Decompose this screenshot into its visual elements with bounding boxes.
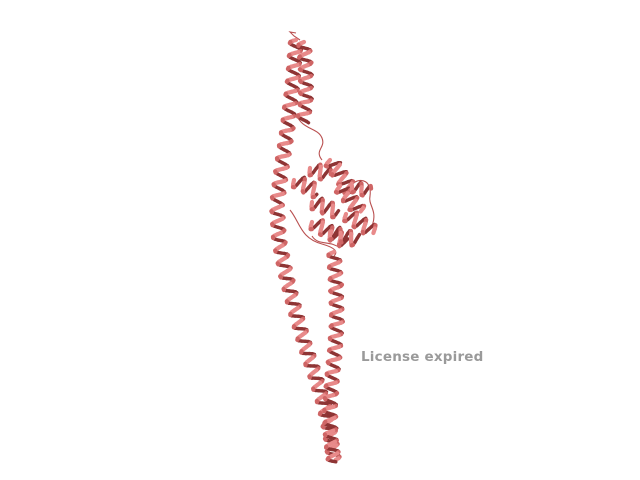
- helix-long-left-segment: [285, 65, 291, 72]
- helix-long-right-segment: [322, 419, 328, 425]
- license-expired-watermark: License expired: [361, 349, 484, 365]
- helix-globule-5-segment: [358, 206, 366, 214]
- helix-globule-5-segment: [333, 189, 340, 195]
- loop-top: [288, 31, 301, 41]
- helix-upper-right-segment: [297, 78, 303, 85]
- helix-long-left-segment: [333, 456, 341, 462]
- helix-long-right-segment: [328, 323, 334, 329]
- helix-long-right-segment: [322, 396, 328, 402]
- helix-globule-8-segment: [351, 224, 357, 230]
- helix-long-left-segment: [324, 449, 330, 455]
- helix-long-left-segment: [322, 436, 328, 442]
- helix-long-left-segment: [269, 209, 275, 215]
- helix-long-left-segment: [278, 274, 283, 280]
- helix-long-left-segment: [287, 39, 293, 46]
- helix-globule-9-segment: [359, 192, 365, 198]
- loop-right: [351, 179, 375, 227]
- helix-globule-7-segment: [355, 232, 362, 240]
- helix-globule-4-segment: [319, 210, 325, 216]
- helix-globule-1-segment: [300, 189, 306, 195]
- helix-upper-right-segment: [297, 90, 303, 97]
- helix-globule-7-segment: [349, 242, 356, 248]
- helix-globule-7-segment: [338, 239, 344, 245]
- helix-upper-right-segment: [304, 119, 311, 125]
- helix-globule-6-segment: [342, 237, 350, 244]
- helix-long-right-segment: [326, 347, 332, 353]
- helix-long-left-segment: [283, 91, 288, 97]
- helix-globule-4-segment: [334, 208, 341, 217]
- helix-long-right-segment: [325, 455, 331, 462]
- helix-long-right-segment: [323, 383, 329, 389]
- helix-globule-3-segment: [323, 163, 329, 169]
- helix-upper-right-segment: [297, 54, 302, 60]
- helix-long-right-segment: [327, 276, 333, 282]
- helix-globule-6-segment: [317, 232, 324, 238]
- helix-long-left-segment: [275, 261, 281, 267]
- helix-long-right-segment: [330, 459, 338, 464]
- protein-cartoon: [269, 31, 378, 464]
- helix-long-right-segment: [325, 360, 331, 366]
- helix-globule-8-segment: [371, 226, 377, 236]
- helix-long-left-segment: [284, 78, 290, 84]
- helix-globule-9-segment: [350, 189, 356, 195]
- helix-long-right-segment: [328, 288, 334, 295]
- helix-upper-right-segment: [297, 67, 303, 73]
- loop-upper: [297, 117, 324, 161]
- helix-long-left-segment: [320, 424, 326, 430]
- helix-long-left-segment: [286, 52, 292, 59]
